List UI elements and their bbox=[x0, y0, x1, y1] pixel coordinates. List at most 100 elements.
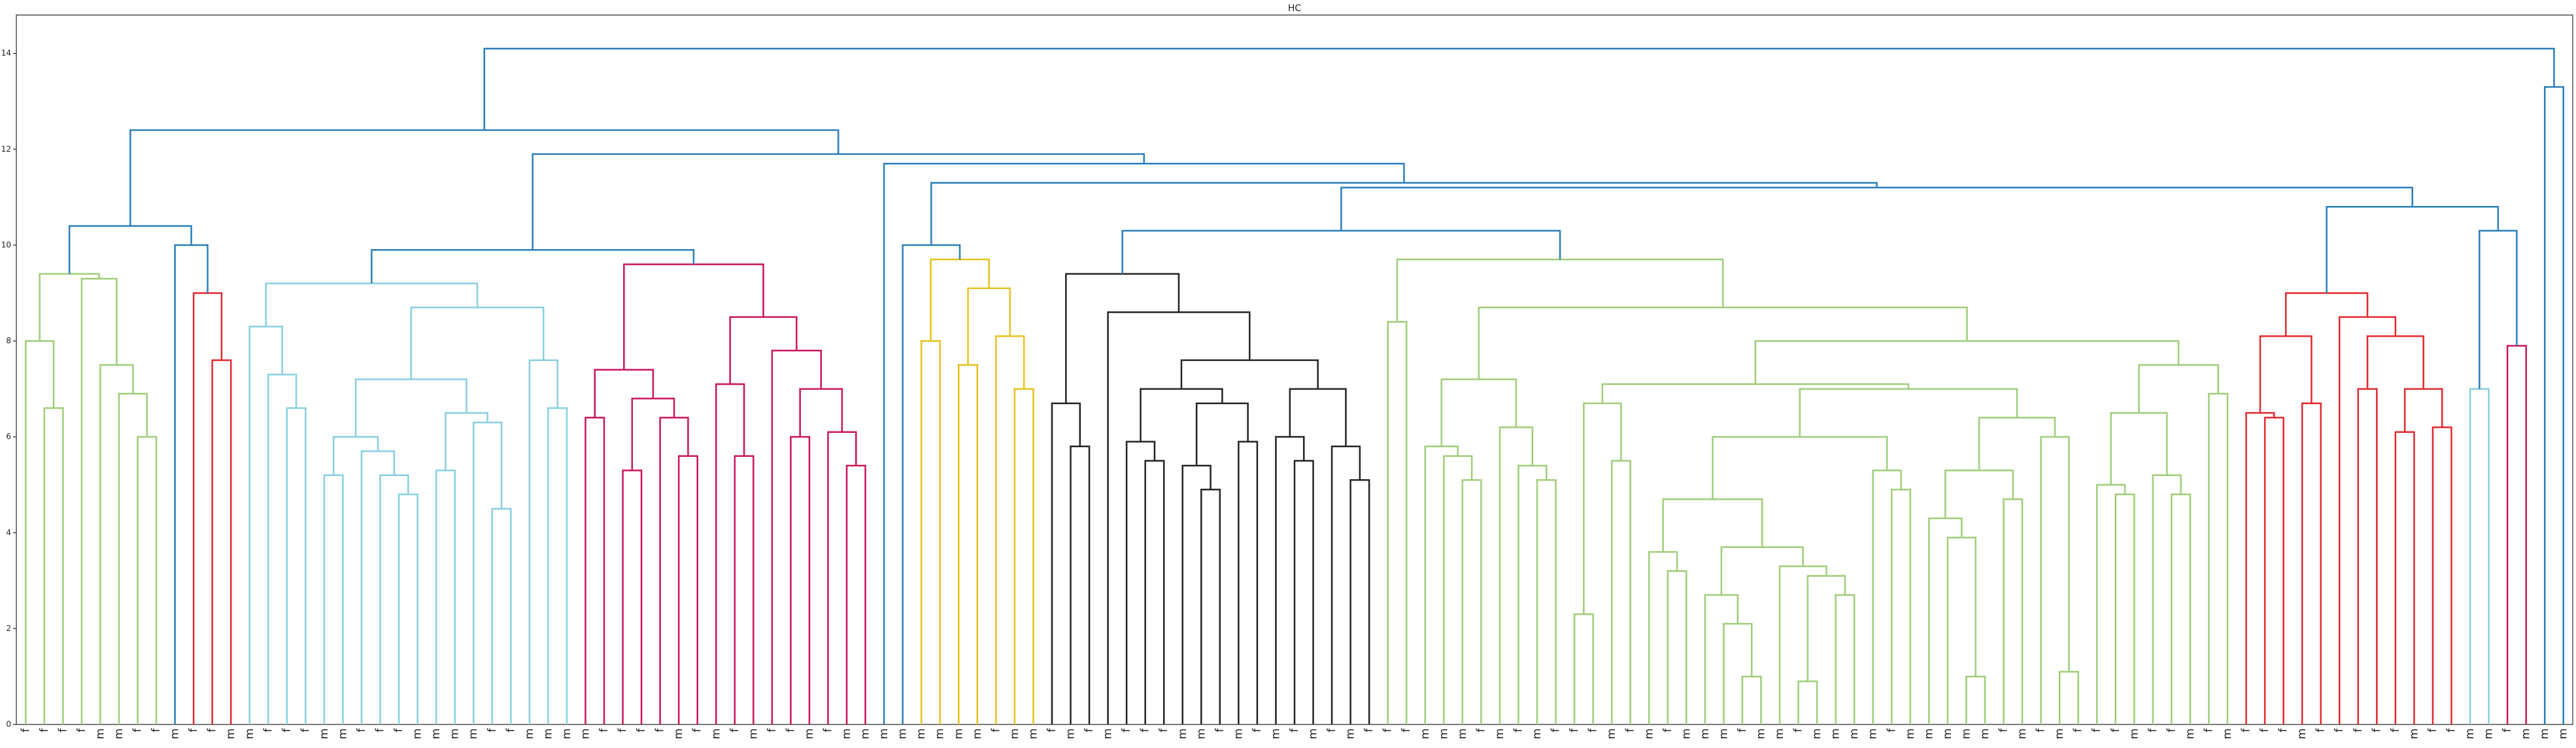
link bbox=[398, 493, 418, 724]
link bbox=[68, 225, 192, 274]
leaf-label: m bbox=[1810, 728, 1823, 740]
link bbox=[25, 340, 55, 724]
leaf-label: f bbox=[1512, 728, 1525, 732]
leaf-label: f bbox=[1474, 728, 1487, 732]
link bbox=[1517, 464, 1548, 724]
leaf-label: f bbox=[75, 728, 88, 732]
leaf-label: f bbox=[598, 728, 611, 732]
leaf-label: f bbox=[1363, 728, 1376, 732]
link bbox=[2357, 388, 2378, 724]
link bbox=[2301, 402, 2322, 724]
link bbox=[532, 153, 1145, 250]
leaf-label: m bbox=[1717, 728, 1730, 740]
link bbox=[354, 378, 467, 437]
y-tick-label: 14 bbox=[1, 48, 11, 58]
leaf-label: m bbox=[1344, 728, 1357, 740]
leaf-label: f bbox=[635, 728, 648, 732]
leaf-label: m bbox=[1941, 728, 1954, 740]
leaf-label: f bbox=[19, 728, 32, 732]
link bbox=[930, 182, 1878, 245]
link bbox=[2114, 493, 2135, 724]
leaf-label: f bbox=[1045, 728, 1059, 732]
leaf-label: m bbox=[2483, 728, 2496, 740]
link bbox=[483, 48, 2555, 130]
leaf-label: f bbox=[1251, 728, 1264, 732]
link bbox=[1712, 435, 1888, 500]
leaf-label: m bbox=[2127, 728, 2141, 740]
link bbox=[1070, 445, 1091, 724]
link bbox=[1741, 675, 1762, 724]
link bbox=[958, 364, 979, 724]
leaf-label: f bbox=[355, 728, 368, 732]
y-tick-label: 8 bbox=[6, 336, 11, 345]
link bbox=[1835, 594, 1856, 724]
leaf-label: f bbox=[2501, 728, 2514, 732]
link bbox=[379, 474, 409, 724]
link bbox=[622, 469, 643, 724]
leaf-label: f bbox=[1139, 728, 1152, 732]
link bbox=[1424, 445, 1459, 724]
leaf-label: f bbox=[1381, 728, 1395, 732]
link bbox=[659, 416, 689, 724]
leaf-label: f bbox=[1550, 728, 1563, 732]
leaf-label: m bbox=[1699, 728, 1712, 740]
link bbox=[1797, 680, 1818, 724]
leaf-label: m bbox=[1026, 728, 1040, 740]
link bbox=[1965, 675, 1986, 724]
leaf-label: f bbox=[784, 728, 797, 732]
leaf-label: f bbox=[1736, 728, 1749, 732]
leaf-label: f bbox=[2258, 728, 2271, 732]
leaf-label: f bbox=[2277, 728, 2290, 732]
leaf-label: m bbox=[2557, 728, 2570, 740]
leaf-label: m bbox=[840, 728, 853, 740]
leaf-label: m bbox=[2407, 728, 2420, 740]
leaf-label: m bbox=[560, 728, 573, 740]
chart-title: HC bbox=[1288, 3, 1302, 14]
leaf-label: f bbox=[2240, 728, 2253, 732]
link bbox=[323, 474, 344, 724]
link bbox=[1799, 388, 2018, 437]
link bbox=[2394, 431, 2415, 724]
link bbox=[129, 129, 839, 226]
link bbox=[2263, 416, 2284, 724]
link bbox=[2432, 426, 2452, 724]
leaf-label: f bbox=[1213, 728, 1227, 732]
leaf-label: m bbox=[1307, 728, 1320, 740]
link bbox=[1573, 613, 1594, 724]
leaf-label: m bbox=[93, 728, 107, 740]
leaf-label: m bbox=[224, 728, 237, 740]
link bbox=[2095, 484, 2126, 724]
link bbox=[248, 326, 283, 724]
leaf-label: m bbox=[1176, 728, 1189, 740]
link bbox=[2171, 493, 2192, 724]
leaf-label: m bbox=[1008, 728, 1021, 740]
link bbox=[43, 407, 64, 724]
link bbox=[1140, 388, 1223, 442]
link bbox=[1978, 416, 2056, 471]
leaf-label: f bbox=[2090, 728, 2103, 732]
link bbox=[118, 392, 148, 724]
link bbox=[827, 431, 857, 724]
link bbox=[1121, 230, 1561, 274]
link bbox=[1891, 488, 1912, 724]
link bbox=[1648, 551, 1678, 724]
leaf-label: m bbox=[2053, 728, 2066, 740]
link bbox=[1720, 546, 1804, 596]
leaf-label: f bbox=[504, 728, 517, 732]
leaf-label: m bbox=[2184, 728, 2197, 740]
leaf-label: f bbox=[2370, 728, 2383, 732]
leaf-label: f bbox=[1325, 728, 1338, 732]
link bbox=[1583, 402, 1622, 615]
leaf-label: f bbox=[2426, 728, 2439, 732]
link bbox=[1144, 460, 1165, 724]
leaf-label: f bbox=[2202, 728, 2215, 732]
leaf-label: m bbox=[449, 728, 462, 740]
link bbox=[410, 306, 545, 380]
leaf-label: f bbox=[1885, 728, 1898, 732]
leaf-label: f bbox=[1792, 728, 1805, 732]
link bbox=[1499, 426, 1534, 724]
link bbox=[1443, 455, 1473, 724]
link bbox=[2326, 205, 2500, 294]
link bbox=[1667, 570, 1687, 724]
leaf-label: m bbox=[467, 728, 480, 740]
